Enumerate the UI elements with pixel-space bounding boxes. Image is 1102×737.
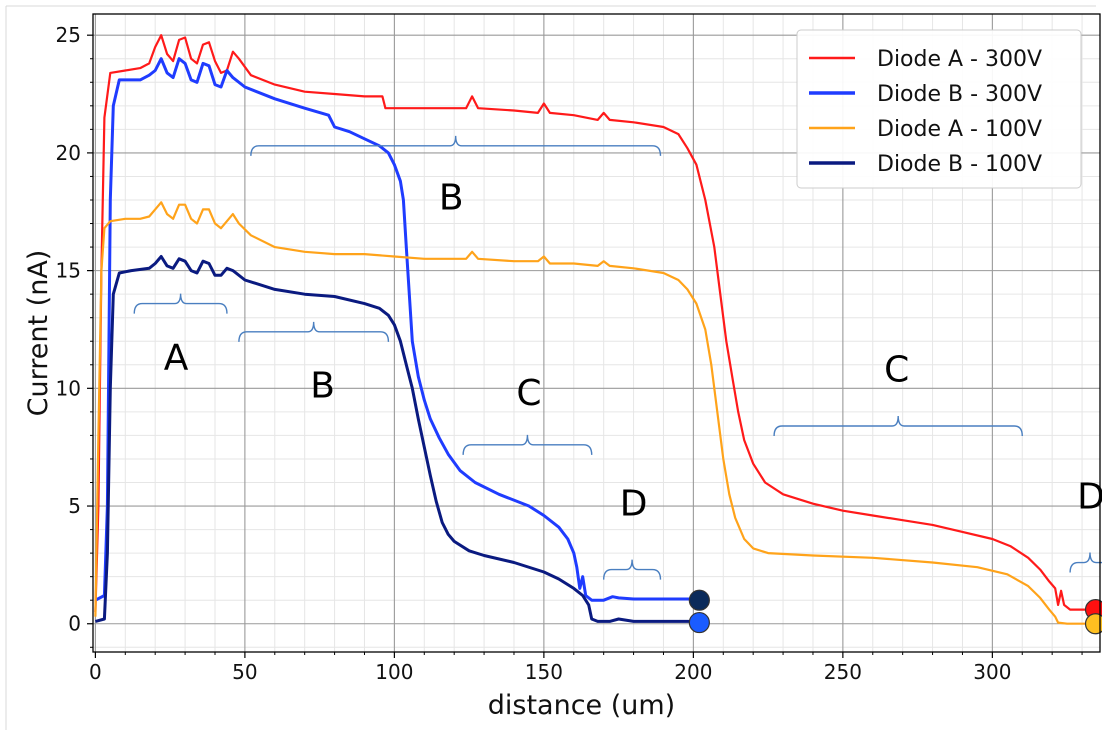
x-tick-label: 300: [973, 660, 1011, 684]
series-line-1: [94, 34, 1091, 613]
minor-grid: [93, 14, 1100, 652]
axis-layer: 0 50 100 150 200 250 300 0 5 10 15 20 25: [56, 23, 1083, 684]
annotation-bracket: [250, 135, 662, 156]
annotation-bracket: [238, 321, 390, 342]
annotation-label: C: [516, 373, 541, 414]
legend: Diode A - 300V Diode B - 300V Diode A - 10…: [796, 29, 1082, 189]
x-tick-label: 50: [232, 660, 257, 684]
annotation-bracket: [1069, 552, 1102, 573]
x-tick-label: 200: [674, 660, 712, 684]
legend-label: Diode B - 300V: [877, 82, 1042, 107]
annotation-bracket: [462, 434, 593, 455]
legend-label: Diode A - 300V: [877, 47, 1042, 72]
x-tick-label: 150: [525, 660, 563, 684]
x-tick-label: 0: [89, 660, 102, 684]
annotation-bracket: [133, 293, 228, 314]
y-tick-label: 25: [56, 23, 81, 47]
annotation-bracket: [773, 415, 1023, 437]
end-marker: [1084, 613, 1102, 635]
plot-frame: [92, 13, 1101, 653]
annotation-label: B: [310, 366, 335, 407]
legend-label: Diode A - 100V: [877, 117, 1042, 142]
y-tick-label: 15: [56, 259, 81, 283]
y-tick-label: 20: [56, 141, 81, 165]
y-axis-label: Current (nA): [23, 250, 54, 417]
annotation-label: C: [884, 349, 909, 390]
annotation-layer: A B B C D C D: [133, 135, 1102, 580]
x-axis-label: distance (um): [488, 690, 675, 721]
series-line-4: [95, 255, 694, 623]
annotation-bracket: [602, 559, 662, 580]
end-marker: [688, 589, 710, 611]
x-tick-label: 250: [824, 660, 862, 684]
series-line-2: [94, 57, 694, 602]
annotation-label: A: [164, 337, 189, 378]
legend-box: [796, 29, 1082, 189]
end-marker: [688, 611, 710, 634]
series-line-3: [94, 201, 1091, 625]
annotation-label: B: [439, 177, 464, 218]
series-layer: [94, 34, 1091, 625]
y-tick-label: 0: [68, 612, 81, 636]
y-tick-label: 5: [68, 494, 81, 518]
annotation-label: D: [1077, 476, 1102, 517]
annotation-label: D: [620, 483, 648, 524]
legend-label: Diode B - 100V: [877, 152, 1042, 177]
end-marker-layer: [688, 589, 1102, 635]
x-tick-label: 100: [375, 660, 413, 684]
y-tick-label: 10: [56, 376, 81, 400]
